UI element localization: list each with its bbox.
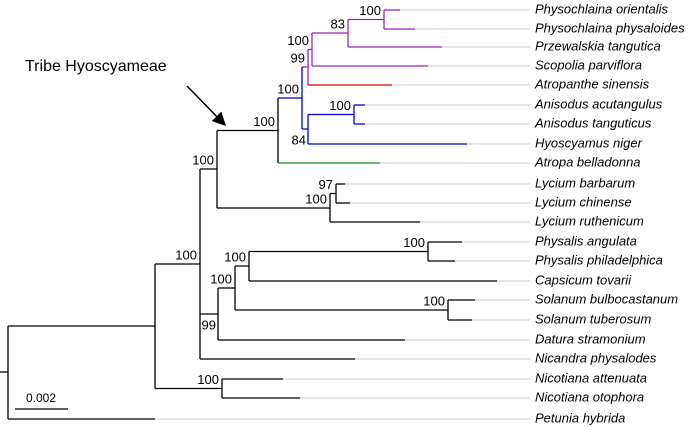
tribe-annotation: Tribe Hyoscyameae <box>25 58 167 75</box>
annotation-arrow <box>186 85 226 126</box>
branch <box>155 169 201 359</box>
taxon-label: Przewalskia tangutica <box>535 38 661 53</box>
support-value: 100 <box>192 152 214 167</box>
taxon-label: Atropanthe sinensis <box>534 76 650 91</box>
taxon-label: Nicandra physalodes <box>535 350 657 365</box>
taxon-label: Atropa belladonna <box>534 154 641 169</box>
support-value: 100 <box>423 293 445 308</box>
branch <box>302 49 309 85</box>
support-value: 100 <box>329 98 351 113</box>
branch <box>8 264 156 389</box>
taxon-label: Solanum tuberosum <box>535 311 652 326</box>
branch <box>217 98 279 163</box>
support-value: 100 <box>277 81 299 96</box>
support-value: 97 <box>319 177 333 192</box>
support-value: 100 <box>287 33 309 48</box>
branch <box>218 266 236 310</box>
branch <box>302 114 309 144</box>
taxon-label: Anisodus acutangulus <box>534 96 663 111</box>
support-value: 84 <box>292 132 306 147</box>
taxon-label: Nicotiana attenuata <box>535 370 647 385</box>
branch <box>308 105 355 124</box>
taxon-label: Lycium chinense <box>535 194 632 209</box>
branch <box>235 300 449 320</box>
taxon-label: Physochlaina physaloides <box>535 20 685 35</box>
taxon-label: Lycium ruthenicum <box>535 213 644 228</box>
taxon-label: Nicotiana otophora <box>535 389 644 404</box>
taxon-label: Hyoscyamus niger <box>535 135 643 150</box>
taxon-label: Physalis angulata <box>535 233 637 248</box>
support-value: 100 <box>253 114 275 129</box>
taxon-label: Physalis philadelphica <box>535 252 663 267</box>
taxon-label: Petunia hybrida <box>535 410 625 425</box>
support-value: 100 <box>359 3 381 18</box>
branch <box>348 10 385 29</box>
branch <box>249 242 429 261</box>
branch <box>330 184 337 203</box>
taxon-label: Solanum bulbocastanum <box>535 291 678 306</box>
support-value: 100 <box>197 372 219 387</box>
taxon-label: Scopolia parviflora <box>535 57 642 72</box>
taxon-label: Capsicum tovarii <box>535 272 632 287</box>
branch <box>200 288 219 340</box>
taxon-label: Physochlaina orientalis <box>535 1 668 16</box>
branch <box>312 19 349 47</box>
branch <box>200 130 218 208</box>
taxon-label: Anisodus tanguticus <box>534 115 652 130</box>
taxon-label: Datura stramonium <box>535 331 646 346</box>
support-value: 100 <box>305 191 327 206</box>
support-value: 99 <box>202 317 216 332</box>
branch <box>0 326 9 419</box>
branch <box>278 67 303 129</box>
branch <box>308 33 313 66</box>
branch <box>235 251 250 281</box>
support-value: 99 <box>291 50 305 65</box>
taxon-label: Lycium barbarum <box>535 175 635 190</box>
branch <box>217 193 331 222</box>
scale-bar-label: 0.002 <box>26 391 56 405</box>
support-value: 100 <box>224 249 246 264</box>
support-value: 100 <box>210 271 232 286</box>
support-value: 100 <box>403 235 425 250</box>
support-value: 100 <box>175 247 197 262</box>
support-value: 83 <box>331 16 345 31</box>
branch <box>155 379 223 398</box>
